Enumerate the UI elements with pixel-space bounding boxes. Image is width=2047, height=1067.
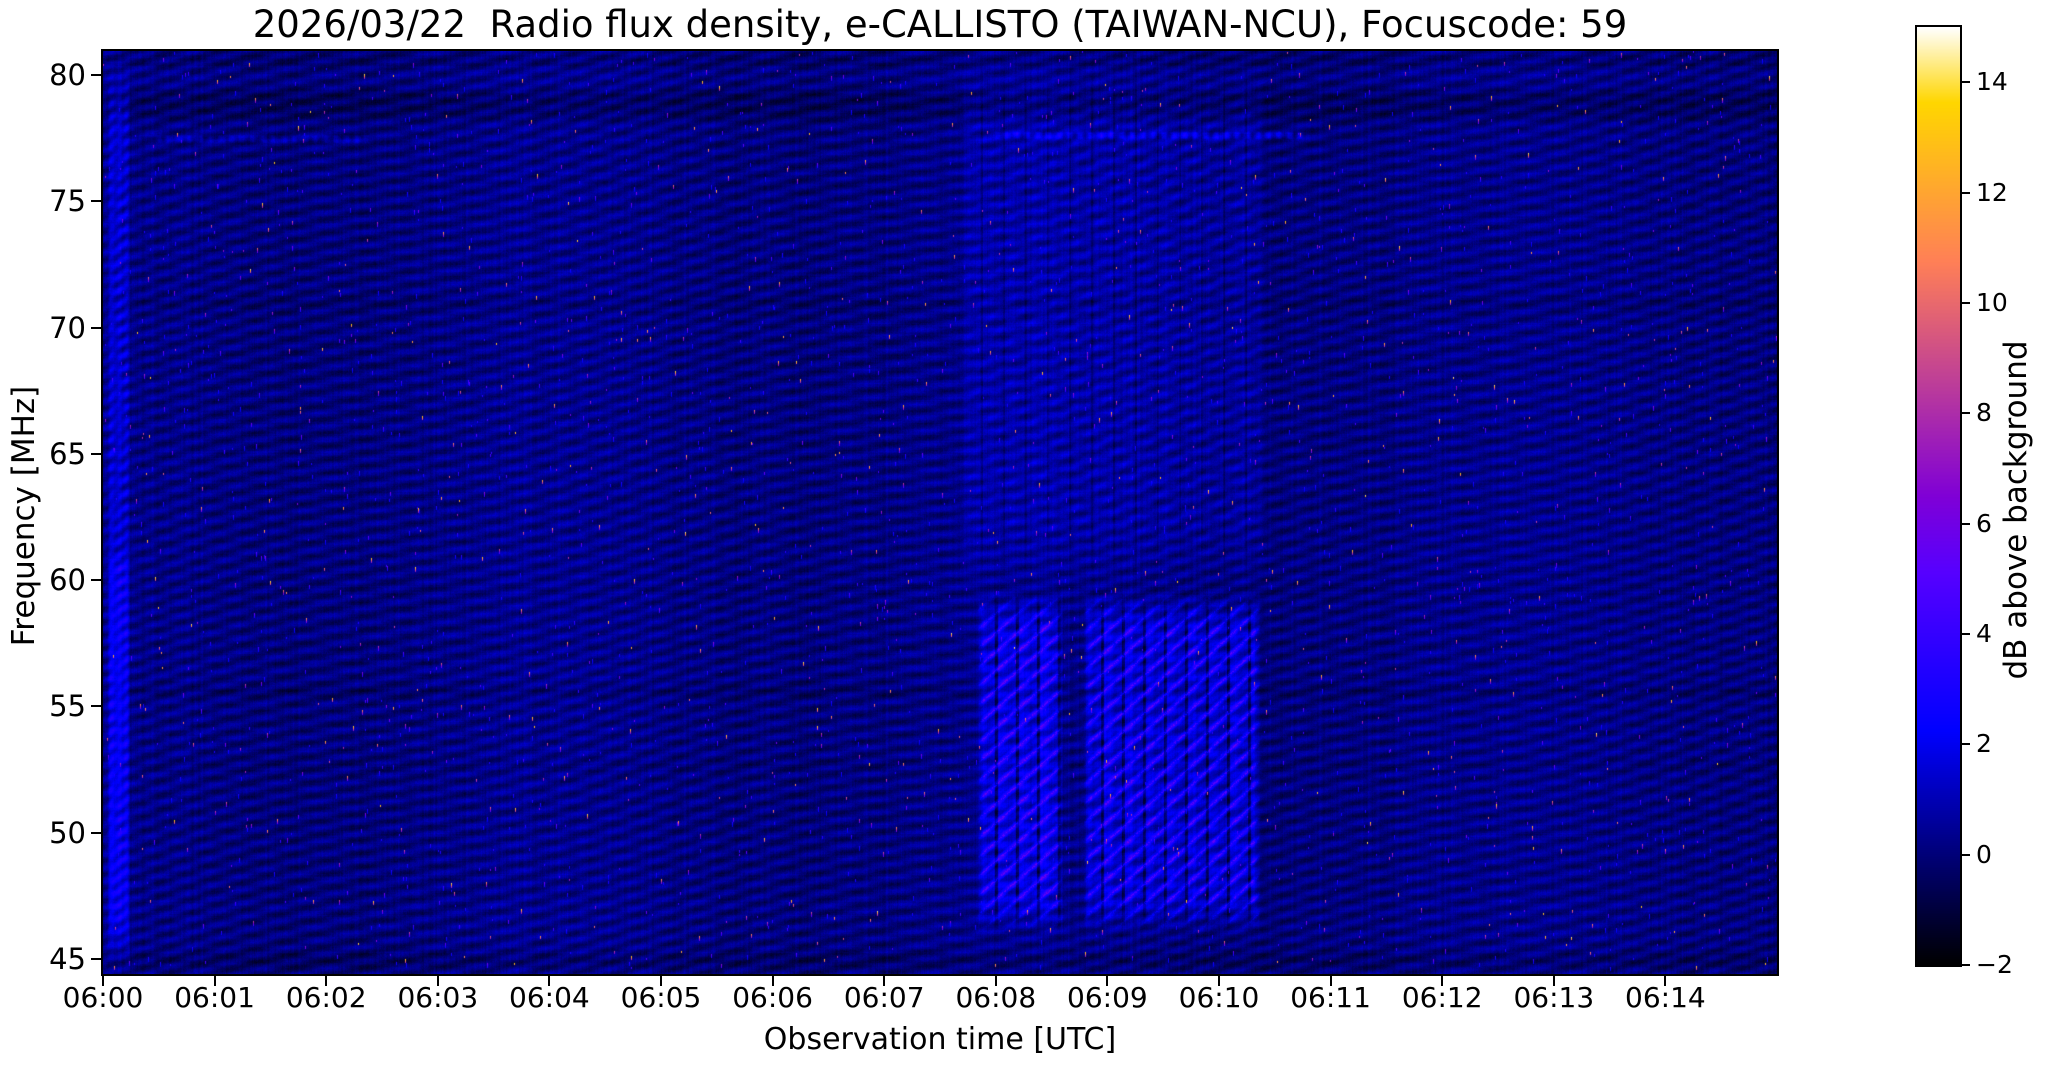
x-tick-label: 06:06 — [732, 981, 813, 1014]
colorbar-tick-mark — [1962, 412, 1970, 415]
x-tick-mark — [436, 976, 439, 986]
colorbar-tick-label: −2 — [1976, 950, 2013, 979]
x-tick-label: 06:00 — [62, 981, 144, 1014]
x-tick-label: 06:07 — [843, 981, 925, 1014]
spectrogram-plot — [101, 49, 1779, 976]
x-tick-label: 06:13 — [1513, 981, 1595, 1014]
y-tick-mark — [91, 831, 101, 834]
x-tick-mark — [548, 976, 551, 986]
colorbar-tick-label: 14 — [1976, 67, 2008, 97]
x-tick-label: 06:11 — [1290, 981, 1371, 1014]
y-tick-label: 45 — [49, 941, 86, 976]
colorbar-label: dB above background — [1998, 340, 2034, 680]
x-tick-label: 06:10 — [1178, 981, 1260, 1014]
x-tick-mark — [660, 976, 662, 986]
x-tick-mark — [102, 976, 104, 986]
colorbar-tick-label: 0 — [1976, 839, 1992, 869]
chart-title: 2026/03/22 Radio flux density, e-CALLIST… — [252, 3, 1628, 46]
y-tick-label: 55 — [49, 689, 86, 724]
colorbar-tick-label: 6 — [1976, 508, 1992, 538]
x-tick-label: 06:14 — [1625, 981, 1706, 1014]
colorbar-tick-mark — [1962, 632, 1970, 635]
y-tick-mark — [91, 705, 101, 708]
x-tick-mark — [1106, 976, 1109, 986]
x-axis-label: Observation time [UTC] — [763, 1022, 1117, 1057]
colorbar-tick-mark — [1962, 191, 1970, 194]
colorbar-tick-label: 12 — [1976, 177, 2008, 207]
x-tick-label: 06:02 — [285, 981, 367, 1014]
y-axis-label: Frequency [MHz] — [6, 385, 42, 647]
colorbar-canvas — [1917, 27, 1960, 965]
spectrogram-canvas — [103, 51, 1777, 974]
x-tick-mark — [1218, 976, 1220, 986]
y-tick-mark — [91, 326, 101, 329]
y-tick-label: 50 — [49, 815, 86, 850]
x-tick-mark — [1664, 976, 1667, 986]
x-tick-mark — [771, 976, 774, 986]
colorbar-tick-mark — [1962, 522, 1970, 525]
y-tick-mark — [91, 579, 101, 582]
x-tick-label: 06:01 — [174, 981, 255, 1014]
colorbar — [1915, 25, 1962, 967]
x-tick-label: 06:04 — [509, 981, 590, 1014]
colorbar-tick-label: 10 — [1976, 287, 2008, 317]
colorbar-tick-mark — [1962, 301, 1970, 304]
colorbar-tick-mark — [1962, 853, 1970, 856]
colorbar-tick-mark — [1962, 81, 1970, 84]
x-tick-mark — [994, 976, 997, 986]
colorbar-tick-label: 2 — [1976, 729, 1992, 759]
y-tick-mark — [91, 200, 101, 203]
y-tick-mark — [91, 957, 101, 960]
colorbar-tick-mark — [1962, 964, 1970, 966]
x-tick-mark — [1329, 976, 1332, 986]
x-tick-mark — [1552, 976, 1555, 986]
y-tick-label: 75 — [49, 184, 86, 219]
y-tick-label: 60 — [49, 563, 86, 598]
x-tick-mark — [883, 976, 886, 986]
x-tick-label: 06:03 — [397, 981, 479, 1014]
x-tick-mark — [213, 976, 216, 986]
x-tick-label: 06:05 — [620, 981, 702, 1014]
colorbar-tick-mark — [1962, 743, 1970, 746]
x-tick-mark — [1441, 976, 1444, 986]
x-tick-label: 06:09 — [1067, 981, 1148, 1014]
y-tick-mark — [91, 73, 101, 76]
y-tick-label: 65 — [49, 436, 86, 471]
y-tick-mark — [91, 452, 101, 455]
y-tick-label: 70 — [49, 310, 86, 345]
x-tick-mark — [325, 976, 328, 986]
colorbar-tick-label: 8 — [1976, 398, 1992, 428]
x-tick-label: 06:08 — [955, 981, 1037, 1014]
y-tick-label: 80 — [49, 57, 86, 92]
x-tick-label: 06:12 — [1401, 981, 1483, 1014]
colorbar-tick-label: 4 — [1976, 618, 1992, 648]
